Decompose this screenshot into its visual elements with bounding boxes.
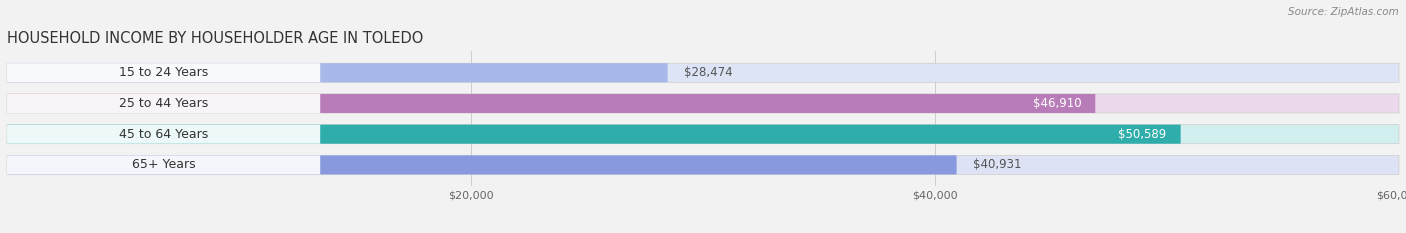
Text: 65+ Years: 65+ Years: [132, 158, 195, 171]
FancyBboxPatch shape: [7, 94, 1399, 113]
FancyBboxPatch shape: [7, 94, 1095, 113]
Text: $50,589: $50,589: [1119, 128, 1167, 141]
Text: HOUSEHOLD INCOME BY HOUSEHOLDER AGE IN TOLEDO: HOUSEHOLD INCOME BY HOUSEHOLDER AGE IN T…: [7, 31, 423, 46]
Text: $28,474: $28,474: [683, 66, 733, 79]
FancyBboxPatch shape: [7, 155, 956, 175]
Text: 45 to 64 Years: 45 to 64 Years: [120, 128, 208, 141]
Text: $46,910: $46,910: [1033, 97, 1081, 110]
FancyBboxPatch shape: [7, 63, 321, 82]
Text: 15 to 24 Years: 15 to 24 Years: [120, 66, 208, 79]
FancyBboxPatch shape: [7, 94, 321, 113]
Text: Source: ZipAtlas.com: Source: ZipAtlas.com: [1288, 7, 1399, 17]
FancyBboxPatch shape: [7, 125, 1181, 144]
FancyBboxPatch shape: [7, 155, 321, 175]
FancyBboxPatch shape: [7, 63, 668, 82]
FancyBboxPatch shape: [7, 155, 1399, 175]
Text: $40,931: $40,931: [973, 158, 1021, 171]
FancyBboxPatch shape: [7, 125, 321, 144]
Text: 25 to 44 Years: 25 to 44 Years: [120, 97, 208, 110]
FancyBboxPatch shape: [7, 63, 1399, 82]
FancyBboxPatch shape: [7, 125, 1399, 144]
